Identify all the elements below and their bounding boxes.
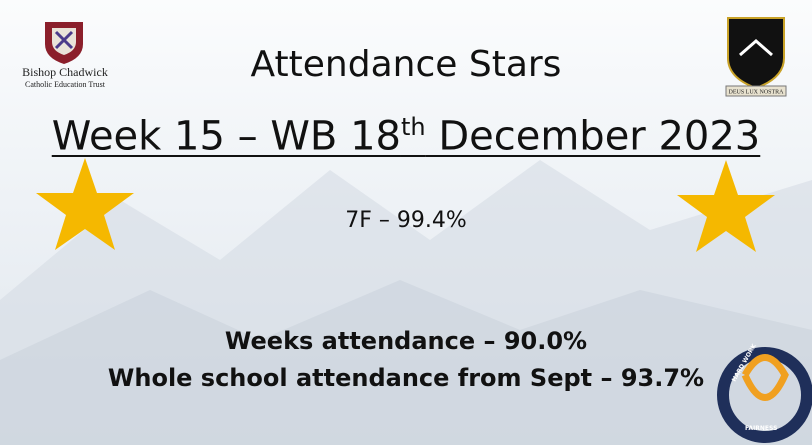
heading-text: Week 15 – WB 18 <box>52 113 401 159</box>
heading-sup: th <box>401 113 426 141</box>
motto: DEUS LUX NOSTRA <box>728 89 784 95</box>
class-result: 7F – 99.4% <box>0 208 812 233</box>
badge-text: FAIRNESS <box>745 425 777 432</box>
slide: DEUS LUX NOSTRA HARD WORK FAIRNESS Bisho… <box>0 0 812 445</box>
title: Attendance Stars <box>0 44 812 85</box>
heading-text: December 2023 <box>426 113 761 159</box>
heading: Week 15 – WB 18th December 2023 <box>0 113 812 159</box>
summary-line: Whole school attendance from Sept – 93.7… <box>0 364 812 392</box>
summary-line: Weeks attendance – 90.0% <box>0 327 812 355</box>
